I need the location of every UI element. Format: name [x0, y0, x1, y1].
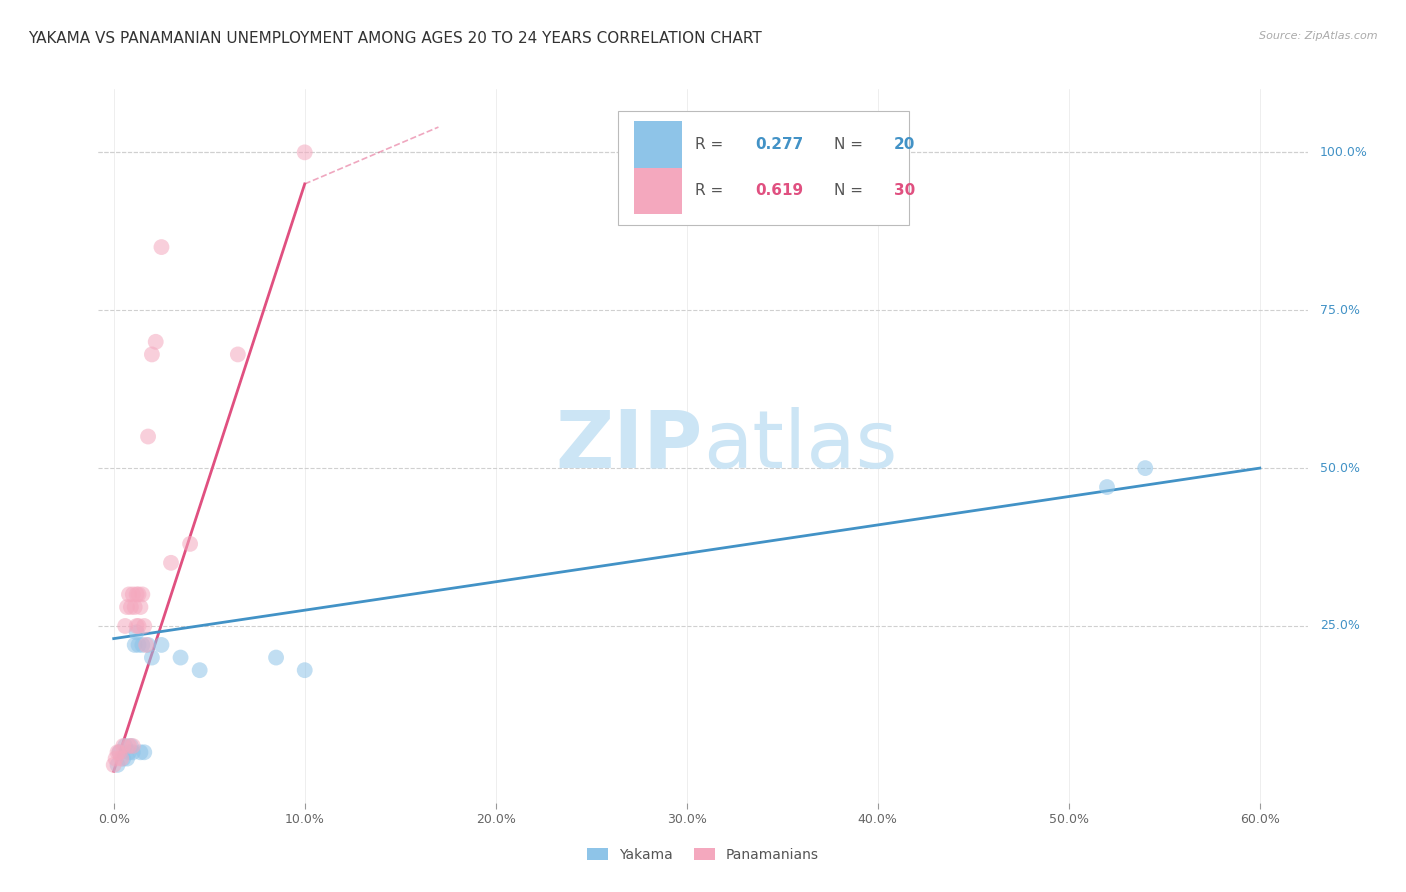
- Point: [107, 745, 129, 759]
- Point: [103, 758, 125, 772]
- Point: [1135, 461, 1157, 475]
- Point: [115, 751, 138, 765]
- Text: 20: 20: [894, 137, 915, 152]
- Point: [129, 745, 152, 759]
- FancyBboxPatch shape: [634, 168, 682, 214]
- Point: [141, 650, 163, 665]
- Point: [264, 650, 287, 665]
- Legend: Yakama, Panamanians: Yakama, Panamanians: [582, 842, 824, 867]
- Text: 30: 30: [894, 184, 915, 198]
- Point: [128, 638, 150, 652]
- Point: [134, 745, 156, 759]
- Text: ZIP: ZIP: [555, 407, 703, 485]
- Point: [131, 638, 153, 652]
- Point: [125, 587, 148, 601]
- Text: YAKAMA VS PANAMANIAN UNEMPLOYMENT AMONG AGES 20 TO 24 YEARS CORRELATION CHART: YAKAMA VS PANAMANIAN UNEMPLOYMENT AMONG …: [28, 31, 762, 46]
- Point: [114, 739, 136, 753]
- Point: [110, 751, 132, 765]
- Point: [134, 619, 156, 633]
- Text: R =: R =: [695, 137, 728, 152]
- Point: [160, 556, 183, 570]
- Point: [129, 600, 152, 615]
- Point: [135, 638, 157, 652]
- Point: [124, 600, 146, 615]
- Text: N =: N =: [834, 184, 868, 198]
- Text: 0.619: 0.619: [755, 184, 803, 198]
- Point: [226, 347, 249, 361]
- Text: atlas: atlas: [703, 407, 897, 485]
- Point: [125, 619, 148, 633]
- Point: [145, 334, 167, 349]
- Text: Source: ZipAtlas.com: Source: ZipAtlas.com: [1260, 31, 1378, 41]
- Point: [108, 745, 131, 759]
- Point: [112, 751, 135, 765]
- Point: [125, 625, 148, 640]
- Text: R =: R =: [695, 184, 728, 198]
- Point: [107, 758, 129, 772]
- Point: [112, 739, 135, 753]
- Point: [114, 619, 136, 633]
- Point: [141, 347, 163, 361]
- Point: [136, 638, 159, 652]
- Point: [104, 751, 127, 765]
- Point: [118, 745, 141, 759]
- Point: [121, 739, 143, 753]
- Point: [108, 745, 131, 759]
- Point: [128, 587, 150, 601]
- Point: [1095, 480, 1118, 494]
- Text: 100.0%: 100.0%: [1320, 146, 1368, 159]
- Point: [188, 663, 211, 677]
- Point: [136, 429, 159, 443]
- Point: [118, 739, 141, 753]
- Point: [150, 638, 173, 652]
- Point: [131, 587, 153, 601]
- Point: [115, 600, 138, 615]
- Point: [120, 600, 142, 615]
- Point: [294, 663, 316, 677]
- Point: [128, 619, 150, 633]
- Point: [121, 745, 143, 759]
- Text: 50.0%: 50.0%: [1320, 461, 1360, 475]
- Point: [179, 537, 201, 551]
- Text: 0.277: 0.277: [755, 137, 803, 152]
- Point: [120, 739, 142, 753]
- FancyBboxPatch shape: [634, 121, 682, 168]
- FancyBboxPatch shape: [619, 111, 908, 225]
- Point: [124, 638, 146, 652]
- Text: 75.0%: 75.0%: [1320, 304, 1360, 317]
- Point: [150, 240, 173, 254]
- Point: [169, 650, 191, 665]
- Point: [118, 587, 141, 601]
- Point: [294, 145, 316, 160]
- Point: [121, 587, 143, 601]
- Text: 25.0%: 25.0%: [1320, 619, 1360, 632]
- Text: N =: N =: [834, 137, 868, 152]
